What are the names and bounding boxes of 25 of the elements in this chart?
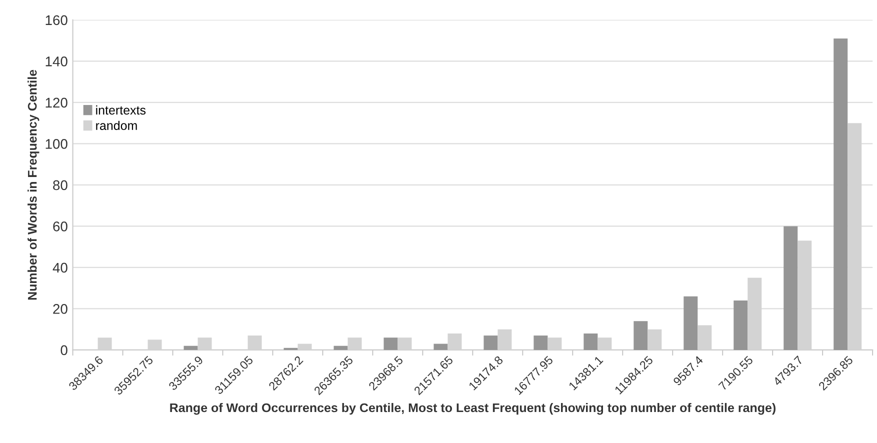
y-tick-label: 60 bbox=[53, 222, 68, 232]
bar bbox=[834, 38, 848, 350]
y-axis-title: Number of Words in Frequency Centile bbox=[28, 70, 40, 300]
bar bbox=[584, 333, 598, 350]
bar bbox=[334, 346, 348, 350]
y-tick-label: 100 bbox=[46, 139, 68, 149]
y-tick-label: 0 bbox=[60, 345, 68, 356]
bar bbox=[684, 296, 698, 350]
y-tick-label: 80 bbox=[53, 180, 68, 190]
y-tick-label: 140 bbox=[46, 56, 68, 66]
bar bbox=[184, 346, 198, 350]
bar bbox=[734, 300, 748, 350]
bar bbox=[384, 338, 398, 350]
bar bbox=[484, 336, 498, 350]
bar bbox=[784, 226, 798, 350]
bar bbox=[434, 344, 448, 350]
legend-label: intertexts bbox=[96, 105, 146, 115]
y-tick-label: 160 bbox=[46, 15, 68, 26]
y-tick-label: 20 bbox=[53, 304, 68, 314]
legend-label: random bbox=[96, 120, 137, 130]
bar bbox=[534, 336, 548, 350]
x-axis-title: Range of Word Occurrences by Centile, Most to Least Frequent (showing top number of centile range) bbox=[170, 402, 776, 415]
y-tick-label: 40 bbox=[52, 262, 68, 273]
y-tick-label: 120 bbox=[46, 98, 68, 108]
bar bbox=[634, 321, 648, 350]
